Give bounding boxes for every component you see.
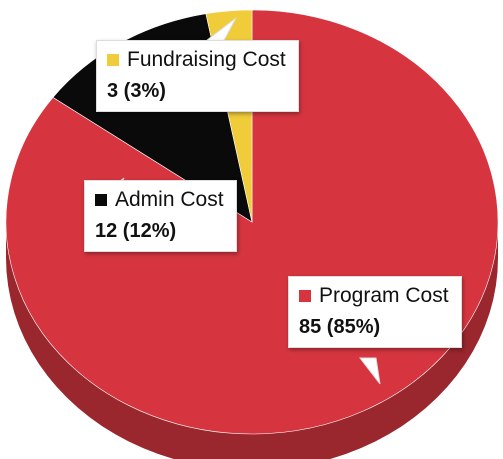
program-swatch	[299, 290, 311, 302]
fundraising-value: 3 (3%)	[107, 80, 166, 102]
fundraising-name: Fundraising Cost	[127, 48, 286, 71]
program-value: 85 (85%)	[299, 316, 381, 338]
label-fundraising-cost: Fundraising Cost 3 (3%)	[96, 40, 299, 112]
admin-swatch	[95, 194, 107, 206]
admin-name: Admin Cost	[115, 188, 224, 211]
label-admin-cost: Admin Cost 12 (12%)	[84, 180, 237, 252]
fundraising-swatch	[107, 54, 119, 66]
admin-value: 12 (12%)	[95, 220, 177, 242]
label-program-cost: Program Cost 85 (85%)	[288, 276, 462, 348]
program-name: Program Cost	[319, 284, 449, 307]
callout-pointer-program	[358, 357, 381, 385]
